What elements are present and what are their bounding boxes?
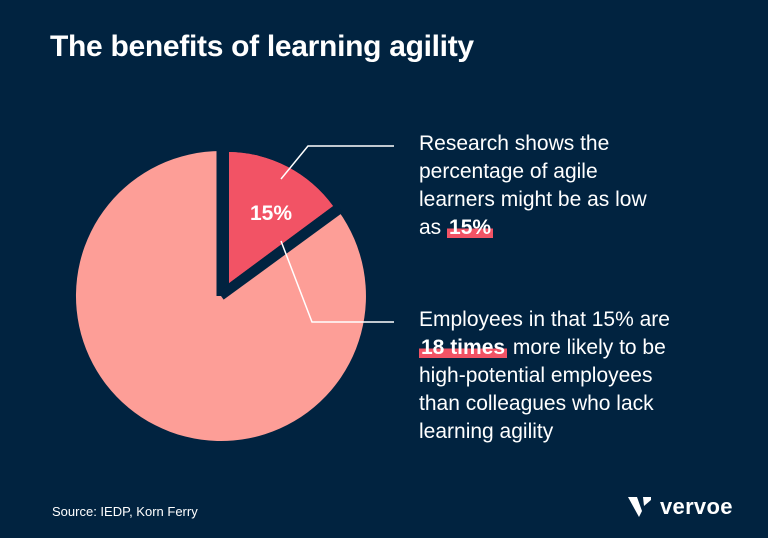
callout-line-bottom — [280, 240, 394, 323]
callout-research: Research shows the percentage of agile l… — [419, 130, 719, 242]
slice-gap — [218, 205, 343, 300]
callout-text-line: high-potential employees — [419, 364, 653, 387]
callout-text-line: as 15% — [419, 214, 719, 242]
callout-text-line: learners might be as low — [419, 188, 647, 211]
vervoe-v-icon — [628, 497, 651, 517]
vervoe-logo: vervoe — [628, 494, 733, 520]
callout-text-line: Research shows the — [419, 132, 610, 155]
callout-text-line: 18 times more likely to be — [419, 334, 729, 362]
callout-text-line: Employees in that 15% are — [419, 308, 670, 331]
source-note: Source: IEDP, Korn Ferry — [52, 504, 198, 519]
callout-text: as — [419, 216, 448, 239]
callout-line-top — [280, 145, 394, 180]
highlight-18-times: 18 times — [419, 336, 508, 359]
highlight-15-percent: 15% — [447, 216, 494, 239]
callout-text-line: learning agility — [419, 420, 554, 443]
page-title: The benefits of learning agility — [50, 30, 474, 63]
callout-employees: Employees in that 15% are 18 times more … — [419, 306, 729, 446]
slice-label: 15% — [250, 202, 292, 225]
callout-text-line: percentage of agile — [419, 160, 598, 183]
callout-text-line: than colleagues who lack — [419, 392, 654, 415]
callout-text: more likely to be — [507, 336, 666, 359]
pie-slice-agile-learners-fill — [229, 152, 333, 283]
logo-text: vervoe — [660, 494, 733, 519]
